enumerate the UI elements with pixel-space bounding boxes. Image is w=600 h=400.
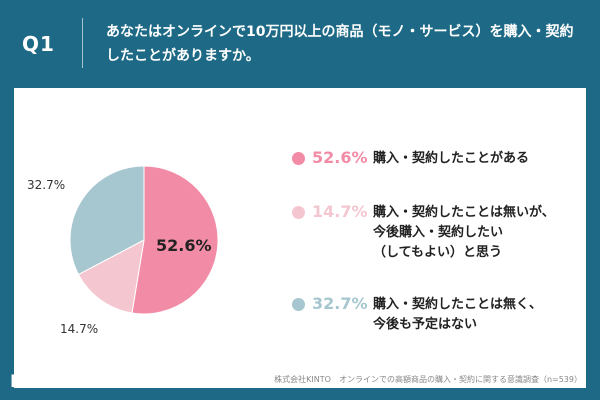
slice-label-2: 14.7% [60, 322, 99, 336]
legend-text-3: 購入・契約したことは無く、 今後も予定はない [373, 297, 543, 332]
pie-slice-3 [69, 165, 145, 276]
slice-label-1: 52.6% [156, 236, 212, 255]
legend-text-1: 購入・契約したことがある [373, 151, 530, 166]
source-footnote: 株式会社KINTO オンラインでの高額商品の購入・契約に関する意識調査（n=53… [274, 375, 582, 384]
kinto-logo: KINTO [10, 372, 95, 392]
question-number: Q1 [22, 32, 55, 56]
legend-dot-2 [292, 206, 305, 219]
header-divider [82, 18, 83, 68]
question-text: あなたはオンラインで10万円以上の商品（モノ・サービス）を購入・契約したことがあ… [106, 24, 574, 64]
pie-slice-1 [131, 165, 219, 315]
legend-pct-3: 32.7% [312, 294, 368, 313]
question-header: Q1 あなたはオンラインで10万円以上の商品（モノ・サービス）を購入・契約したこ… [0, 0, 600, 88]
slice-label-3: 32.7% [27, 178, 66, 192]
legend-pct-1: 52.6% [312, 148, 368, 167]
legend-pct-2: 14.7% [312, 202, 368, 221]
legend-text-2: 購入・契約したことは無いが、 今後購入・契約したい （してもよい）と思う [373, 205, 555, 260]
legend-dot-3 [292, 298, 305, 311]
legend-dot-1 [292, 152, 305, 165]
pie-slice-2 [77, 239, 145, 314]
